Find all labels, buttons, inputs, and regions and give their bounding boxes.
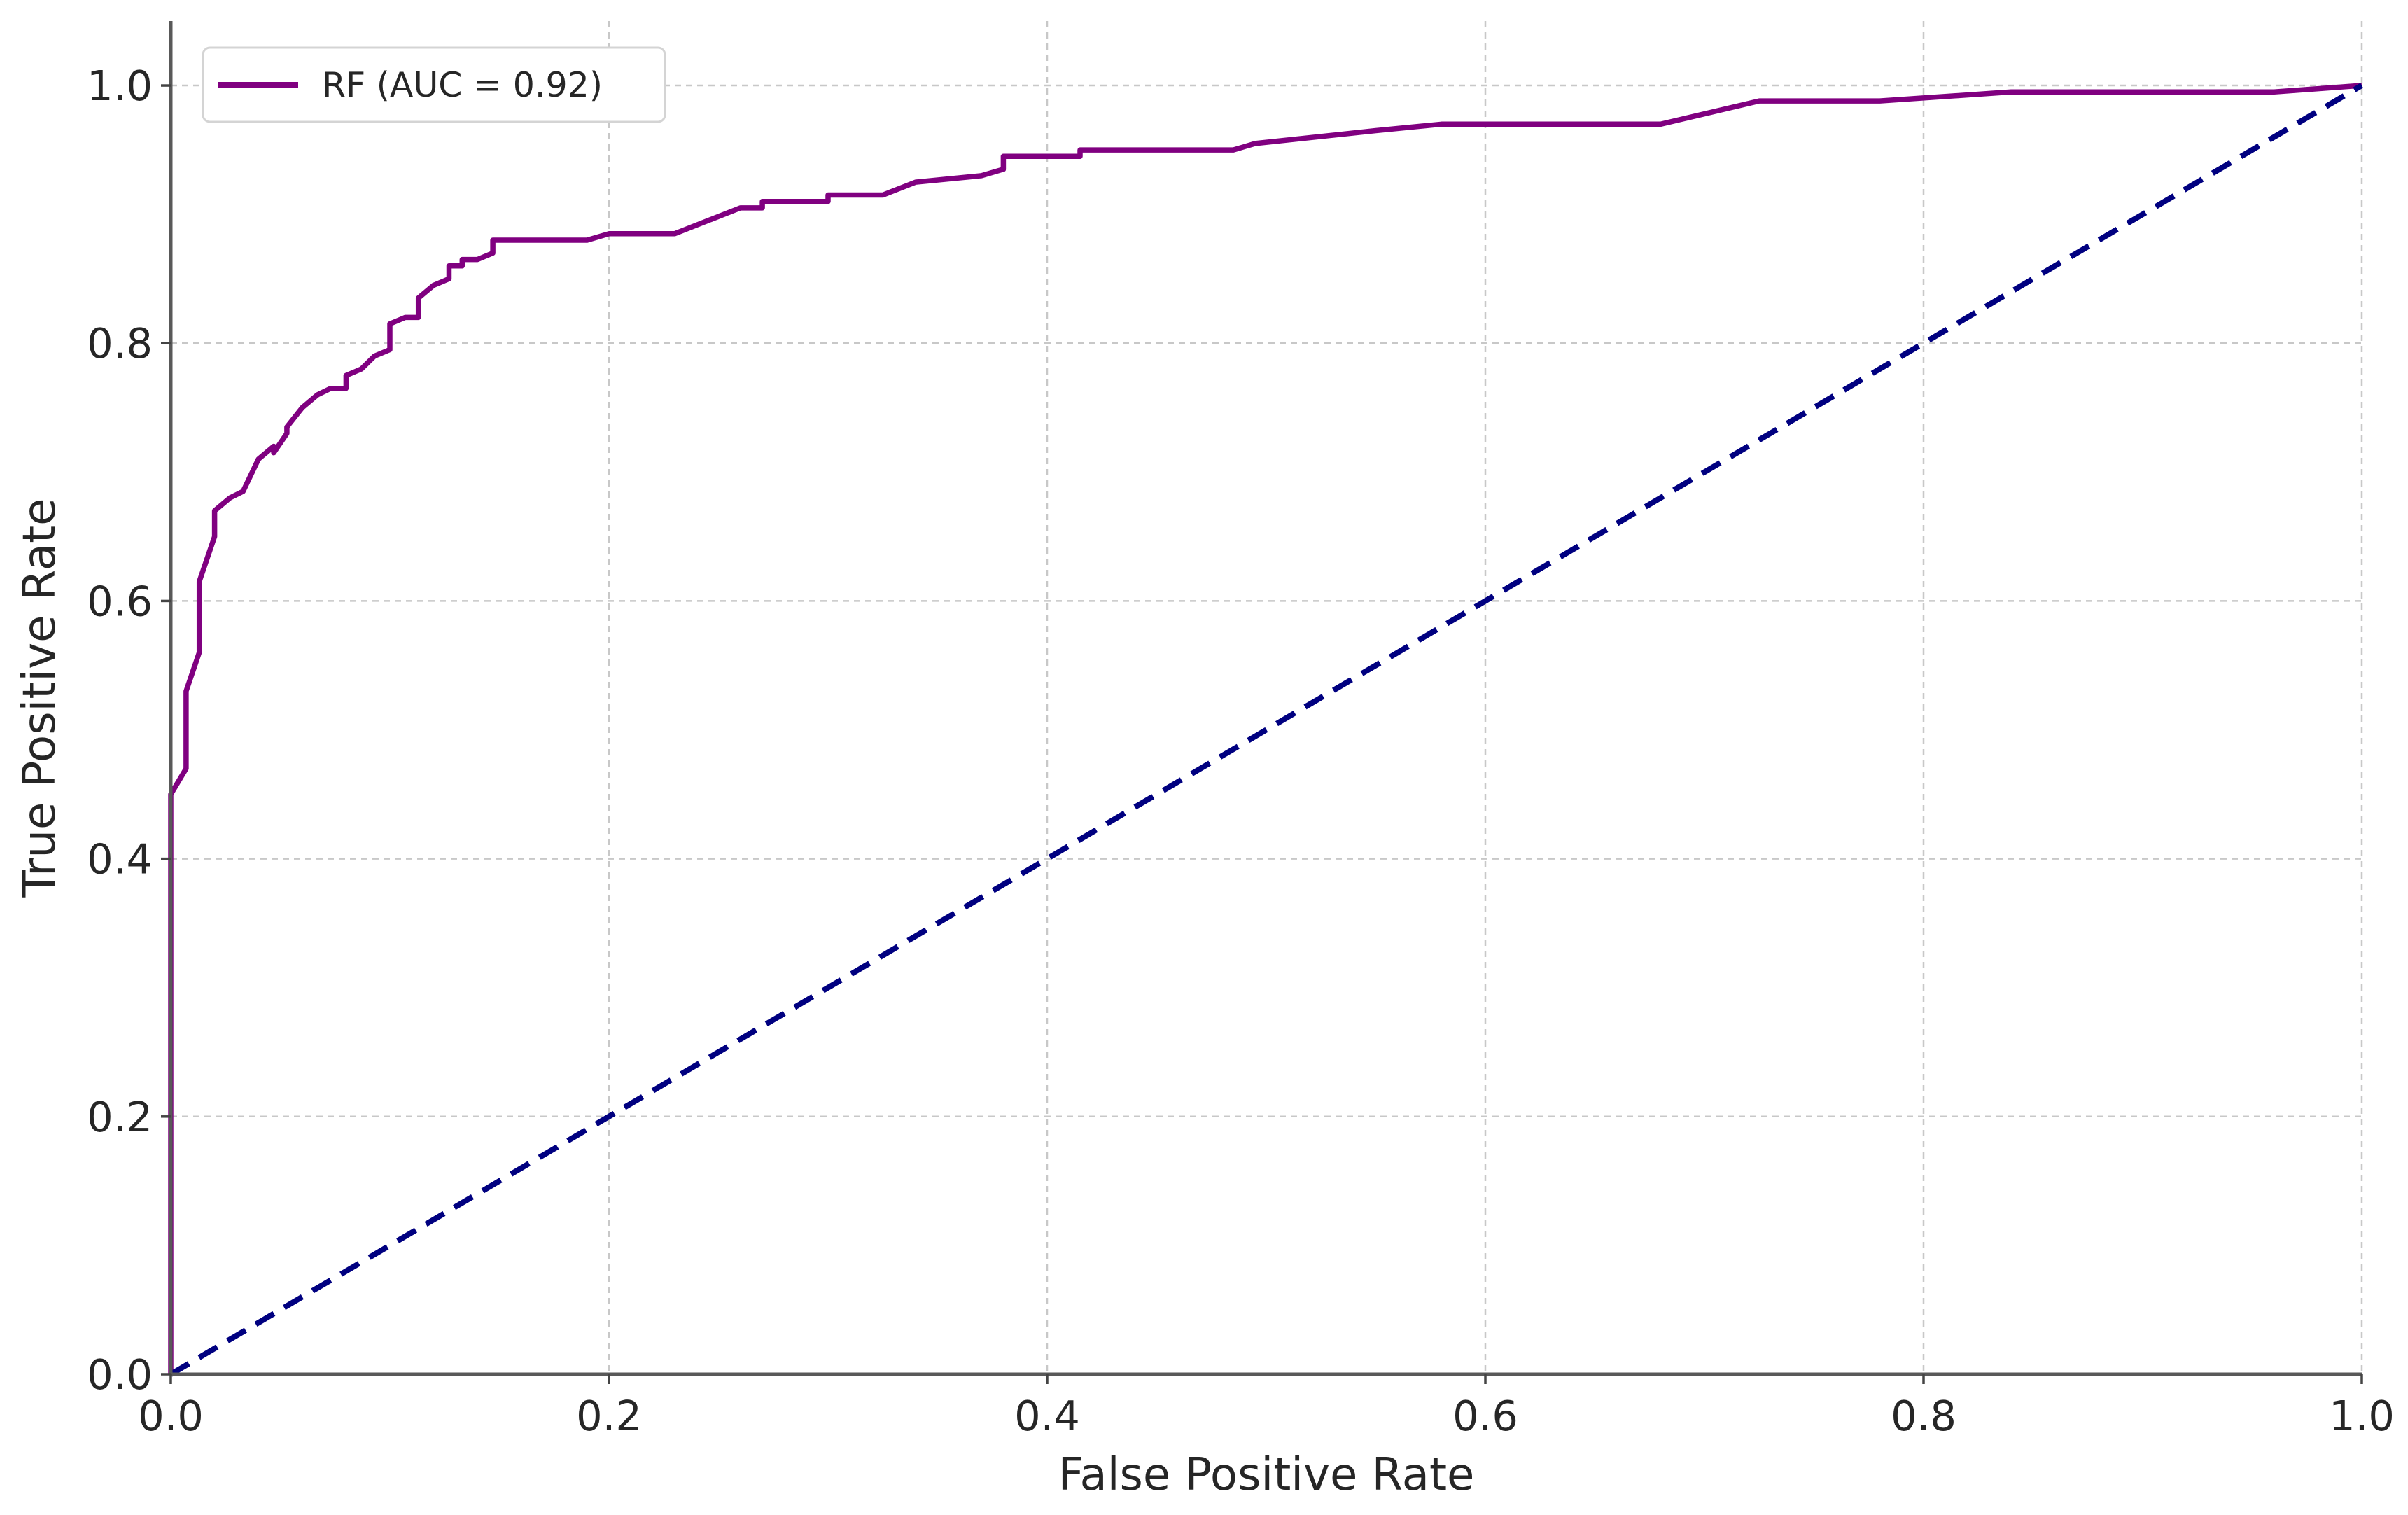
y-tick-label: 0.4 — [87, 835, 153, 884]
series-lines — [168, 83, 2364, 1377]
ticks: 0.0 0.2 0.4 0.6 0.8 1.0 0.0 0.2 0.4 0.6 0.8 1.0 — [87, 62, 2395, 1440]
x-tick-label: 0.0 — [138, 1392, 204, 1440]
y-tick-label: 0.8 — [87, 319, 153, 368]
x-tick-label: 0.8 — [1891, 1392, 1956, 1440]
x-tick-label: 1.0 — [2329, 1392, 2395, 1440]
axes — [169, 21, 2362, 1376]
legend-box — [202, 46, 666, 123]
chance-diagonal-line — [169, 83, 2364, 1377]
x-tick-label: 0.6 — [1452, 1392, 1518, 1440]
legend-entry-label: RF (AUC = 0.92) — [322, 65, 603, 105]
x-tick-label: 0.2 — [576, 1392, 642, 1440]
grid-lines — [169, 21, 2363, 1376]
roc-curve-line — [168, 83, 2362, 1374]
y-axis-label: True Positive Rate — [14, 498, 66, 898]
y-tick-label: 0.2 — [87, 1093, 153, 1141]
x-axis-label: False Positive Rate — [1058, 1449, 1475, 1501]
x-tick-label: 0.4 — [1014, 1392, 1080, 1440]
y-tick-label: 0.0 — [87, 1350, 153, 1399]
y-tick-label: 1.0 — [87, 62, 153, 110]
legend: RF (AUC = 0.92) — [202, 46, 666, 123]
y-tick-label: 0.6 — [87, 577, 153, 625]
